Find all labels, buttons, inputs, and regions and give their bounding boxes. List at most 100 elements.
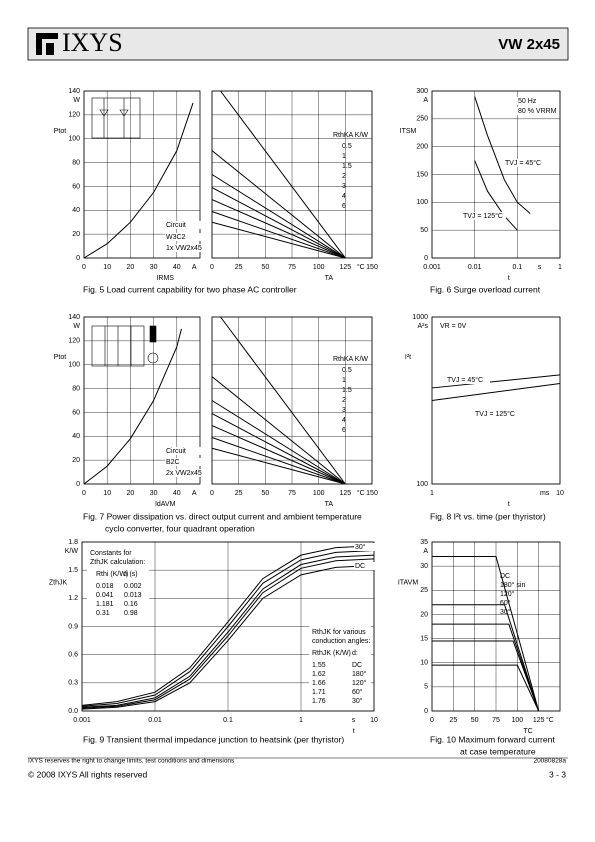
x-tick-label: 0 xyxy=(210,490,214,497)
y-tick-label: 200 xyxy=(416,144,428,151)
table-cell: 0.16 xyxy=(124,601,138,608)
legend-entry: 6 xyxy=(342,427,346,434)
y-tick-label: 0 xyxy=(76,481,80,488)
x-tick-label: 50 xyxy=(471,717,479,724)
data-line xyxy=(81,564,375,710)
caption: Fig. 5 Load current capability for two p… xyxy=(83,284,297,294)
data-line xyxy=(211,221,346,259)
x-tick-label: 125 xyxy=(339,264,351,271)
label-bg xyxy=(517,97,555,105)
data-line xyxy=(220,316,346,485)
table-cell: 60° xyxy=(352,688,363,696)
table-cell: 30° xyxy=(352,697,363,705)
data-line xyxy=(474,96,531,214)
x-tick-label: 100 xyxy=(313,490,325,497)
table-title: RthJK for various xyxy=(312,629,366,636)
y-tick-label: 10 xyxy=(420,660,428,667)
x-tick-label: 0.01 xyxy=(468,264,482,271)
curve-label: TVJ = 125°C xyxy=(475,410,515,418)
x-label: t xyxy=(353,728,355,735)
x-tick-label: 40 xyxy=(173,264,181,271)
x-tick-label: 75 xyxy=(288,490,296,497)
annotation: 80 % VRRM xyxy=(518,108,557,115)
curve-label: DC xyxy=(355,563,365,570)
data-line xyxy=(432,640,540,712)
y-tick-label: 250 xyxy=(416,116,428,123)
data-line xyxy=(432,604,540,712)
x-tick-label: 25 xyxy=(235,490,243,497)
y-label: ITAVM xyxy=(398,579,419,586)
x-label: IdAVM xyxy=(155,501,176,508)
x-tick-label: 1 xyxy=(430,490,434,497)
legend-entry: 1 xyxy=(342,153,346,160)
annotation: Circuit xyxy=(166,222,186,229)
x-label: TA xyxy=(325,275,334,282)
annotation: 50 Hz xyxy=(518,98,537,105)
table-cell: 1.71 xyxy=(312,689,326,696)
data-line xyxy=(81,554,375,708)
y-tick-label: 120 xyxy=(68,338,80,345)
footer-note: IXYS reserves the right to change limits… xyxy=(28,758,235,765)
label-bg xyxy=(517,107,555,115)
x-tick-label: 100 xyxy=(313,264,325,271)
y-tick-label: 20 xyxy=(72,457,80,464)
x-unit: °C xyxy=(357,489,365,497)
table-bg xyxy=(309,626,371,701)
label-bg xyxy=(446,376,490,384)
y-tick-label: 0.6 xyxy=(68,652,78,659)
y-tick-label: 0.9 xyxy=(68,623,78,630)
x-tick-label: 125 xyxy=(533,717,545,724)
data-line xyxy=(220,90,346,259)
y-unit: A xyxy=(423,548,428,555)
y-tick-label: 1.2 xyxy=(68,595,78,602)
y-tick-label: 140 xyxy=(68,314,80,321)
data-line xyxy=(83,102,194,259)
data-line xyxy=(432,623,540,712)
label-bg xyxy=(165,233,203,241)
x-label: t xyxy=(508,275,510,282)
data-line xyxy=(211,447,346,485)
y-tick-label: 100 xyxy=(416,481,428,488)
caption: Fig. 6 Surge overload current xyxy=(430,284,541,294)
table-cell: 1.181 xyxy=(96,601,114,608)
header-box xyxy=(27,27,569,61)
annotation: Circuit xyxy=(166,448,186,455)
caption: Fig. 7 Power dissipation vs. direct outp… xyxy=(83,511,362,521)
y-tick-label: 300 xyxy=(416,88,428,95)
table-cell: 1.55 xyxy=(312,662,326,669)
x-tick-label: 100 xyxy=(511,717,523,724)
legend-entry: 3 xyxy=(342,407,346,414)
y-tick-label: 100 xyxy=(416,199,428,206)
x-tick-label: 10 xyxy=(370,717,378,724)
table-bg xyxy=(87,547,149,613)
copyright: © 2008 IXYS All rights reserved xyxy=(28,769,147,779)
x-tick-label: 150 xyxy=(366,264,378,271)
x-tick-label: 20 xyxy=(127,490,135,497)
table-header: RthJK (K/W) xyxy=(312,650,351,657)
data-line xyxy=(81,549,375,707)
y-tick-label: 100 xyxy=(68,362,80,369)
y-unit: W xyxy=(73,323,80,330)
legend-entry: 30° xyxy=(500,608,511,616)
data-line xyxy=(431,382,561,402)
label-bg xyxy=(504,159,548,167)
y-tick-label: 150 xyxy=(416,171,428,178)
x-label: IRMS xyxy=(156,275,174,282)
x-tick-label: 0.001 xyxy=(423,264,441,271)
table-header: Rthi (K/W) xyxy=(96,571,128,578)
data-line xyxy=(211,174,346,259)
y-label: Ptot xyxy=(54,354,67,361)
x-tick-label: 30 xyxy=(150,264,158,271)
label-bg xyxy=(165,469,203,477)
label-bg xyxy=(354,543,398,551)
caption: at case temperature xyxy=(460,746,536,756)
y-tick-label: 60 xyxy=(72,183,80,190)
x-label: TA xyxy=(325,501,334,508)
x-tick-label: 50 xyxy=(261,264,269,271)
y-tick-label: 0 xyxy=(424,708,428,715)
x-tick-label: 10 xyxy=(103,264,111,271)
x-tick-label: 0.1 xyxy=(223,717,233,724)
x-tick-label: 20 xyxy=(127,264,135,271)
caption: Fig. 9 Transient thermal impedance junct… xyxy=(83,734,344,744)
x-tick-label: 0 xyxy=(82,264,86,271)
